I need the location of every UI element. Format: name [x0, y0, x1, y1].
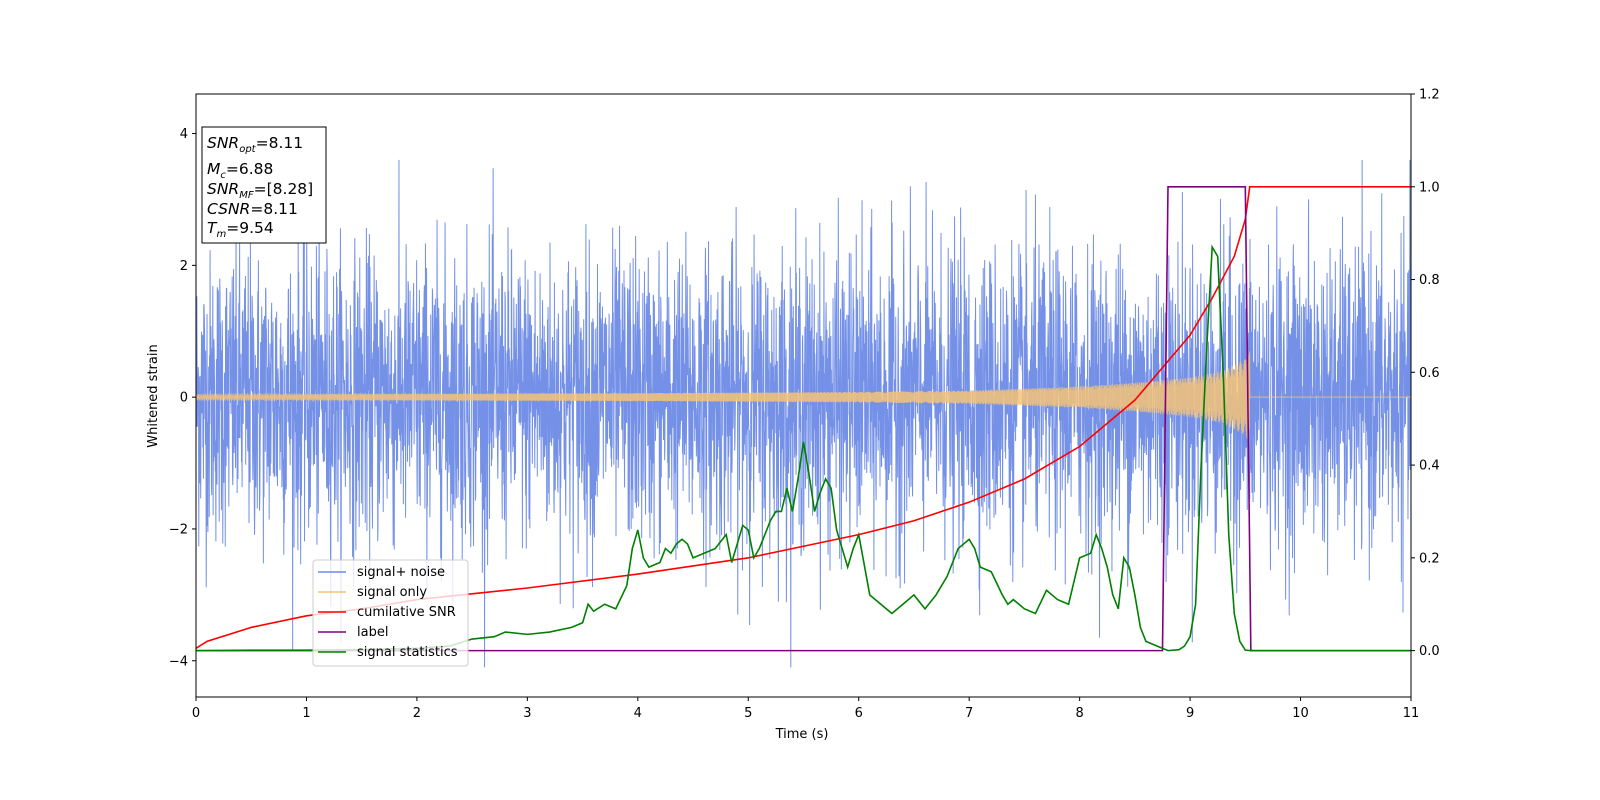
legend-label-signal-statistics: signal statistics — [357, 645, 458, 660]
signal-only-series — [196, 351, 1411, 440]
y-tick-label: 2 — [180, 259, 188, 274]
legend-label-label: label — [357, 625, 388, 640]
y-tick-label: 0 — [180, 391, 188, 406]
info-snr-mf: SNRMF=[8.28] — [207, 180, 313, 201]
x-tick-label: 5 — [744, 706, 752, 721]
y2-tick-label: 1.0 — [1419, 180, 1440, 195]
info-snr-opt: SNRopt=8.11 — [207, 134, 303, 155]
y2-tick-label: 0.6 — [1419, 366, 1440, 381]
y-axis-right: 0.0 0.2 0.4 0.6 0.8 1.0 1.2 — [1411, 88, 1440, 659]
legend-frame — [312, 559, 469, 667]
y-axis-label: Whitened strain — [146, 344, 161, 447]
y-tick-label: −2 — [169, 522, 188, 537]
x-tick-label: 9 — [1186, 706, 1194, 721]
legend-label-cumulative-snr: cumilative SNR — [357, 605, 456, 620]
x-tick-label: 1 — [302, 706, 310, 721]
y-tick-label: 4 — [180, 127, 188, 142]
signal-statistics-line — [196, 244, 1411, 652]
x-tick-label: 2 — [413, 706, 421, 721]
plot-frame — [195, 93, 1412, 698]
y2-tick-label: 0.4 — [1419, 459, 1440, 474]
info-mc: Mc=6.88 — [207, 160, 273, 181]
x-axis-label: Time (s) — [775, 727, 829, 742]
y2-tick-label: 1.2 — [1419, 88, 1440, 103]
info-tm: Tm=9.54 — [207, 219, 274, 240]
x-tick-label: 4 — [634, 706, 642, 721]
y2-tick-label: 0.8 — [1419, 273, 1440, 288]
y2-tick-label: 0.0 — [1419, 644, 1440, 659]
y2-tick-label: 0.2 — [1419, 551, 1440, 566]
signal-only-line — [196, 351, 1411, 440]
x-tick-label: 8 — [1075, 706, 1083, 721]
x-tick-label: 0 — [192, 706, 200, 721]
x-tick-label: 7 — [965, 706, 973, 721]
y-axis-left: −4 −2 0 2 4 — [169, 127, 196, 669]
x-tick-label: 6 — [855, 706, 863, 721]
x-tick-label: 3 — [523, 706, 531, 721]
legend-label-signal-noise: signal+ noise — [357, 565, 445, 580]
x-tick-label: 10 — [1292, 706, 1309, 721]
x-tick-label: 11 — [1403, 706, 1420, 721]
x-axis: 0 1 2 3 4 5 6 7 8 9 10 11 — [192, 697, 1419, 721]
legend: signal+ noise signal only cumilative SNR… — [312, 559, 469, 667]
info-csnr: CSNR=8.11 — [207, 200, 298, 218]
legend-label-signal-only: signal only — [357, 585, 427, 600]
info-box: SNRopt=8.11 Mc=6.88 SNRMF=[8.28] CSNR=8.… — [201, 126, 327, 244]
info-box-frame — [201, 126, 327, 244]
y-tick-label: −4 — [169, 654, 188, 669]
